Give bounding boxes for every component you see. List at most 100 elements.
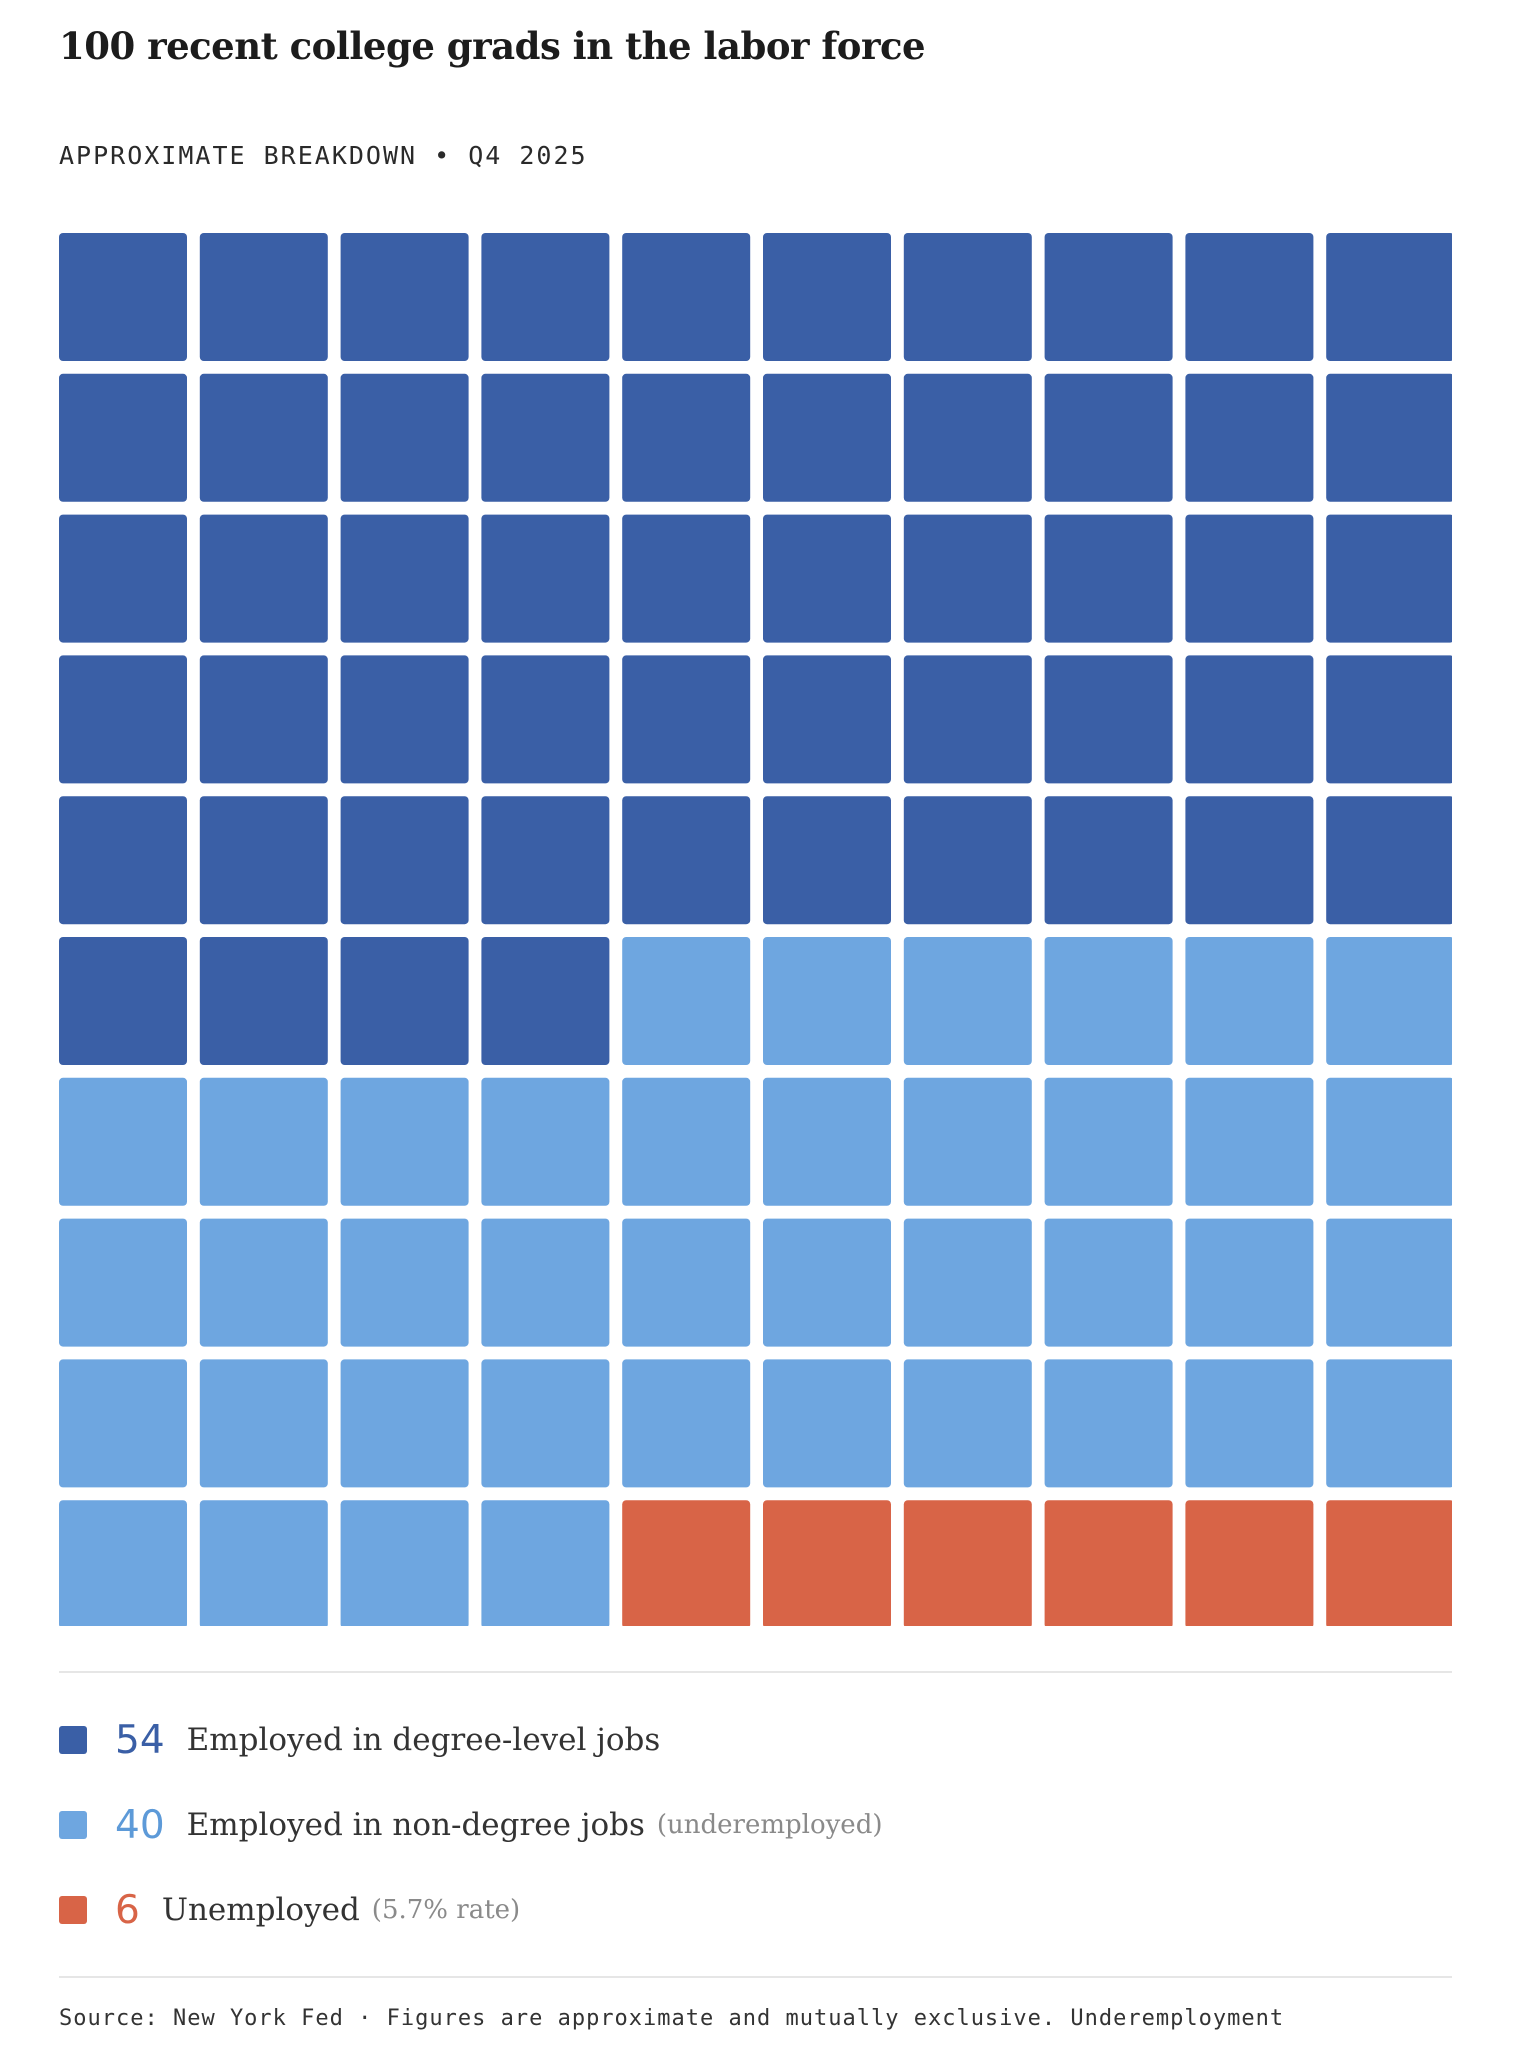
- waffle-cell-58: [1044, 937, 1173, 1065]
- waffle-cell-77: [903, 1218, 1032, 1347]
- waffle-cell-9: [1185, 233, 1314, 361]
- waffle-cell-13: [340, 373, 469, 502]
- waffle-cell-54: [481, 937, 610, 1065]
- waffle-cell-25: [622, 514, 751, 643]
- waffle-cell-90: [1326, 1359, 1452, 1488]
- chart-subtitle: APPROXIMATE BREAKDOWN • Q4 2025: [59, 141, 588, 170]
- legend-label-degree-level: Employed in degree-level jobs: [186, 1722, 661, 1758]
- waffle-cell-100: [1326, 1500, 1452, 1626]
- waffle-cell-23: [340, 514, 469, 643]
- waffle-cell-87: [903, 1359, 1032, 1488]
- waffle-cell-75: [622, 1218, 751, 1347]
- waffle-cell-37: [903, 655, 1032, 784]
- waffle-cell-68: [1044, 1077, 1173, 1206]
- source-note: Source: New York Fed · Figures are appro…: [59, 2006, 1285, 2031]
- legend-note-non-degree: (underemployed): [656, 1810, 883, 1840]
- waffle-cell-43: [340, 796, 469, 925]
- legend-swatch-unemployed: [59, 1896, 87, 1924]
- waffle-cell-31: [59, 655, 187, 784]
- waffle-cell-81: [59, 1359, 187, 1488]
- waffle-cell-36: [763, 655, 891, 784]
- legend-item-non-degree: 40 Employed in non-degree jobs (underemp…: [59, 1800, 882, 1850]
- waffle-cell-60: [1326, 937, 1452, 1065]
- waffle-cell-72: [199, 1218, 328, 1347]
- waffle-cell-94: [481, 1500, 610, 1626]
- waffle-cell-64: [481, 1077, 610, 1206]
- waffle-cell-92: [199, 1500, 328, 1626]
- waffle-cell-65: [622, 1077, 751, 1206]
- waffle-cell-88: [1044, 1359, 1173, 1488]
- waffle-cell-79: [1185, 1218, 1314, 1347]
- waffle-cell-46: [763, 796, 891, 925]
- waffle-cell-6: [763, 233, 891, 361]
- waffle-cell-59: [1185, 937, 1314, 1065]
- waffle-cell-33: [340, 655, 469, 784]
- legend-item-degree-level: 54 Employed in degree-level jobs: [59, 1715, 660, 1765]
- waffle-cell-71: [59, 1218, 187, 1347]
- waffle-cell-30: [1326, 514, 1452, 643]
- waffle-cell-70: [1326, 1077, 1452, 1206]
- waffle-cell-34: [481, 655, 610, 784]
- waffle-cell-56: [763, 937, 891, 1065]
- waffle-cell-35: [622, 655, 751, 784]
- waffle-cell-86: [763, 1359, 891, 1488]
- waffle-cell-95: [622, 1500, 751, 1626]
- waffle-cell-15: [622, 373, 751, 502]
- waffle-cell-85: [622, 1359, 751, 1488]
- legend-count-degree-level: 54: [115, 1717, 165, 1763]
- waffle-cell-7: [903, 233, 1032, 361]
- waffle-cell-82: [199, 1359, 328, 1488]
- waffle-cell-55: [622, 937, 751, 1065]
- waffle-cell-45: [622, 796, 751, 925]
- waffle-cell-17: [903, 373, 1032, 502]
- legend-swatch-non-degree: [59, 1811, 87, 1839]
- divider-top: [59, 1671, 1452, 1673]
- waffle-cell-24: [481, 514, 610, 643]
- waffle-cell-53: [340, 937, 469, 1065]
- waffle-cell-80: [1326, 1218, 1452, 1347]
- waffle-cell-93: [340, 1500, 469, 1626]
- waffle-cell-29: [1185, 514, 1314, 643]
- divider-bottom: [59, 1976, 1452, 1978]
- waffle-cell-1: [59, 233, 187, 361]
- legend-item-unemployed: 6 Unemployed (5.7% rate): [59, 1885, 520, 1935]
- legend-label-non-degree: Employed in non-degree jobs: [186, 1807, 645, 1843]
- legend-label-unemployed: Unemployed: [161, 1892, 360, 1928]
- waffle-cell-67: [903, 1077, 1032, 1206]
- waffle-cell-22: [199, 514, 328, 643]
- waffle-cell-16: [763, 373, 891, 502]
- waffle-cell-38: [1044, 655, 1173, 784]
- waffle-cell-96: [763, 1500, 891, 1626]
- waffle-cell-78: [1044, 1218, 1173, 1347]
- waffle-cell-83: [340, 1359, 469, 1488]
- waffle-cell-19: [1185, 373, 1314, 502]
- waffle-cell-10: [1326, 233, 1452, 361]
- waffle-cell-21: [59, 514, 187, 643]
- waffle-cell-73: [340, 1218, 469, 1347]
- waffle-cell-89: [1185, 1359, 1314, 1488]
- waffle-cell-97: [903, 1500, 1032, 1626]
- waffle-cell-8: [1044, 233, 1173, 361]
- waffle-cell-98: [1044, 1500, 1173, 1626]
- waffle-cell-20: [1326, 373, 1452, 502]
- waffle-cell-47: [903, 796, 1032, 925]
- waffle-cell-76: [763, 1218, 891, 1347]
- waffle-cell-28: [1044, 514, 1173, 643]
- waffle-cell-50: [1326, 796, 1452, 925]
- waffle-cell-61: [59, 1077, 187, 1206]
- waffle-cell-26: [763, 514, 891, 643]
- waffle-cell-18: [1044, 373, 1173, 502]
- waffle-cell-69: [1185, 1077, 1314, 1206]
- legend-swatch-degree-level: [59, 1726, 87, 1754]
- waffle-cell-99: [1185, 1500, 1314, 1626]
- waffle-cell-32: [199, 655, 328, 784]
- waffle-cell-84: [481, 1359, 610, 1488]
- waffle-cell-91: [59, 1500, 187, 1626]
- waffle-cell-11: [59, 373, 187, 502]
- waffle-cell-74: [481, 1218, 610, 1347]
- waffle-cell-5: [622, 233, 751, 361]
- waffle-cell-41: [59, 796, 187, 925]
- legend-count-unemployed: 6: [115, 1887, 140, 1933]
- waffle-cell-12: [199, 373, 328, 502]
- chart-title: 100 recent college grads in the labor fo…: [59, 24, 926, 68]
